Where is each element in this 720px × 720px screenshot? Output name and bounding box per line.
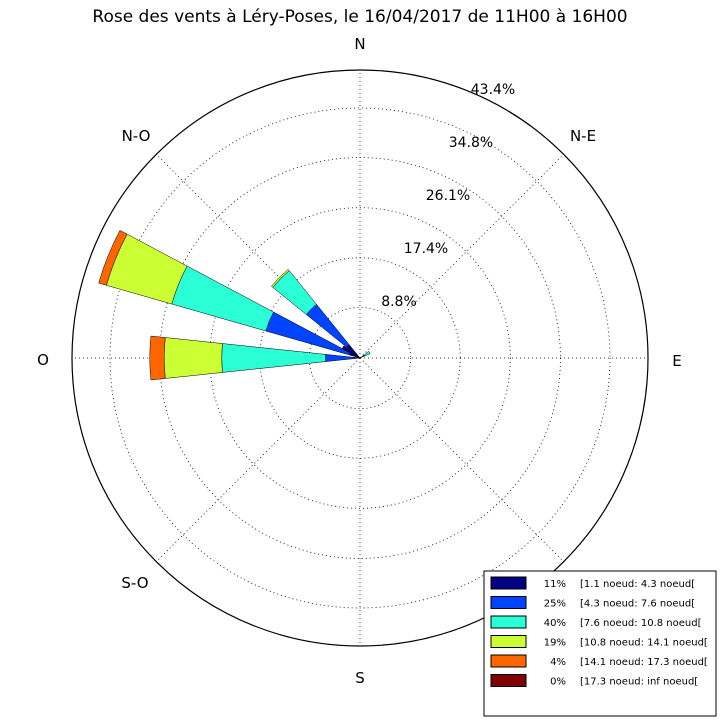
legend-swatch-2: [490, 615, 527, 629]
legend-label-2: [7.6 noeud: 10.8 noeud[: [580, 618, 701, 629]
grid-ring-0: [308, 306, 412, 410]
axis-labels: N N-E E S S-O O N-O 8.8% 17.4% 26.1% 34.8% 43.4%: [37, 35, 682, 687]
legend-label-4: [14.1 noeud: 17.3 noeud[: [580, 657, 708, 668]
wind-bars: [98, 230, 371, 381]
legend-percent-0: 11%: [544, 579, 566, 590]
ring-label-3: 34.8%: [449, 135, 493, 151]
chart-title: Rose des vents à Léry-Poses, le 16/04/20…: [92, 7, 627, 27]
direction-label-n: N: [354, 35, 365, 53]
grid-spoke-1: [359, 154, 564, 359]
legend-percent-5: 0%: [550, 677, 566, 688]
legend-swatch-5: [490, 674, 527, 687]
direction-label-n-e: N-E: [570, 127, 596, 145]
sector-wnw-band-2: [171, 265, 274, 332]
direction-label-n-o: N-O: [122, 127, 151, 145]
sector-ene-band-2: [363, 351, 371, 357]
legend-label-5: [17.3 noeud: inf noeud[: [580, 677, 698, 688]
direction-label-s-o: S-O: [121, 574, 148, 592]
legend-label-3: [10.8 noeud: 14.1 noeud[: [580, 638, 708, 649]
legend-label-0: [1.1 noeud: 4.3 noeud[: [580, 579, 695, 590]
ring-label-2: 26.1%: [426, 188, 470, 204]
ring-label-1: 17.4%: [404, 241, 448, 257]
sector-nw-band-3: [271, 269, 290, 288]
legend-percent-3: 19%: [544, 638, 566, 649]
outer-circle: [71, 69, 649, 647]
ring-label-0: 8.8%: [381, 294, 417, 310]
ring-label-4: 43.4%: [471, 82, 515, 98]
legend-swatch-3: [490, 635, 527, 648]
legend-swatch-4: [490, 654, 527, 668]
grid-ring-4: [109, 107, 611, 609]
legend-percent-2: 40%: [544, 618, 566, 629]
sector-w-band-4: [149, 335, 166, 381]
grid-spoke-5: [156, 357, 361, 562]
direction-label-e: E: [672, 352, 681, 370]
legend-percent-4: 4%: [550, 657, 566, 668]
sector-wnw-band-4: [98, 230, 128, 286]
legend-swatch-1: [490, 596, 527, 609]
sector-w-band-1: [325, 354, 355, 362]
legend-swatch-0: [490, 576, 527, 590]
grid-spoke-3: [359, 357, 564, 562]
legend-label-1: [4.3 noeud: 7.6 noeud[: [580, 599, 695, 610]
direction-label-o: O: [37, 351, 49, 369]
legend: 11% [1.1 noeud: 4.3 noeud[ 25% [4.3 noeud: …: [483, 570, 717, 717]
direction-label-s: S: [355, 669, 365, 687]
legend-percent-1: 25%: [544, 599, 566, 610]
sector-w-band-3: [163, 337, 223, 379]
sector-nnw-band-0: [341, 345, 361, 359]
